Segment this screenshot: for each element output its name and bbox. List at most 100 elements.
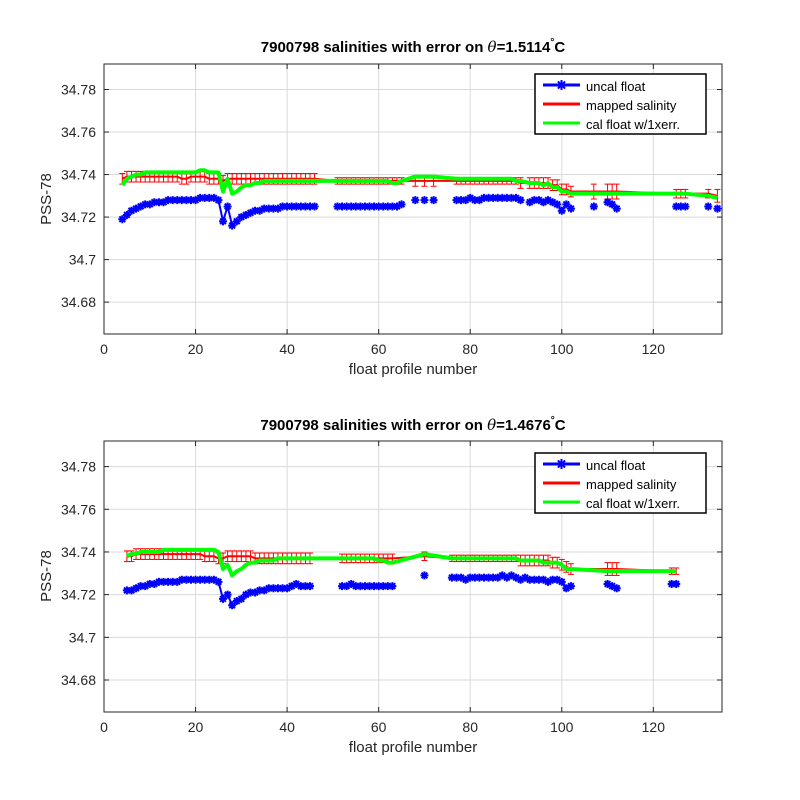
uncal-float-point-bottom-shape xyxy=(200,575,209,584)
uncal-float-point-bottom xyxy=(214,577,223,586)
uncal-float-point-bottom xyxy=(141,582,150,591)
uncal-float-point-bottom xyxy=(191,575,200,584)
uncal-float-point-top-shape xyxy=(452,196,461,205)
data-layer-bottom xyxy=(122,547,681,610)
uncal-float-point-bottom-shape xyxy=(145,579,154,588)
x-tick-label-bottom: 40 xyxy=(279,719,295,735)
chart-panel-top: 7900798 salinities with error on θ=1.511… xyxy=(38,37,723,378)
uncal-float-point-bottom-shape xyxy=(209,575,218,584)
uncal-float-point-bottom-shape xyxy=(603,579,612,588)
uncal-float-point-top-shape xyxy=(507,193,516,202)
uncal-float-point-top-shape xyxy=(196,193,205,202)
uncal-float-point-bottom-shape xyxy=(475,573,484,582)
uncal-float-point-bottom xyxy=(356,582,365,591)
uncal-float-point-bottom xyxy=(566,582,575,591)
uncal-float-point-top xyxy=(612,204,621,213)
data-layer-top xyxy=(118,168,722,230)
uncal-float-point-top-shape xyxy=(310,202,319,211)
uncal-float-point-top-shape xyxy=(534,196,543,205)
uncal-float-point-bottom xyxy=(493,573,502,582)
uncal-float-point-bottom xyxy=(145,579,154,588)
uncal-float-point-bottom xyxy=(461,575,470,584)
uncal-float-point-bottom-shape xyxy=(360,582,369,591)
mapped-errorbar-top xyxy=(714,188,721,203)
uncal-float-point-bottom xyxy=(159,577,168,586)
uncal-float-point-top-shape xyxy=(484,193,493,202)
uncal-float-point-bottom-shape xyxy=(177,575,186,584)
uncal-float-point-bottom xyxy=(200,575,209,584)
uncal-float-point-top xyxy=(356,202,365,211)
uncal-float-point-bottom-shape xyxy=(136,582,145,591)
uncal-float-point-top xyxy=(191,196,200,205)
uncal-float-point-top-shape xyxy=(392,202,401,211)
uncal-float-point-top-shape xyxy=(553,200,562,209)
uncal-float-point-bottom-shape xyxy=(667,579,676,588)
uncal-float-point-bottom-shape xyxy=(502,573,511,582)
uncal-float-point-bottom xyxy=(342,582,351,591)
uncal-float-point-top-shape xyxy=(145,200,154,209)
uncal-float-point-bottom xyxy=(512,573,520,582)
uncal-float-point-top xyxy=(713,204,722,213)
x-tick-label-top: 0 xyxy=(100,341,108,357)
cal-float-line-bottom xyxy=(126,547,677,578)
uncal-float-point-top-shape xyxy=(164,196,173,205)
uncal-float-point-top-shape xyxy=(333,202,342,211)
uncal-float-point-bottom-shape xyxy=(672,579,681,588)
uncal-float-point-top-shape xyxy=(264,204,273,213)
uncal-float-point-top xyxy=(264,204,273,213)
uncal-float-point-top xyxy=(278,202,287,211)
uncal-float-point-top-shape xyxy=(301,202,310,211)
uncal-float-point-top-shape xyxy=(118,215,127,224)
uncal-float-point-top-shape xyxy=(589,202,598,211)
uncal-float-point-bottom xyxy=(470,573,479,582)
uncal-float-point-bottom-shape xyxy=(246,588,255,597)
uncal-float-point-top xyxy=(232,217,241,226)
uncal-float-point-top-shape xyxy=(296,202,305,211)
uncal-float-point-top xyxy=(512,193,520,202)
uncal-float-point-bottom-shape xyxy=(521,573,530,582)
uncal-float-point-bottom xyxy=(292,579,301,588)
uncal-float-point-top xyxy=(553,200,562,209)
uncal-float-point-bottom-shape xyxy=(122,586,131,595)
uncal-float-point-bottom-shape xyxy=(370,582,379,591)
uncal-float-point-top xyxy=(470,196,479,205)
uncal-float-point-top xyxy=(525,198,534,207)
uncal-float-point-top-shape xyxy=(351,202,360,211)
legend-top: uncal float mapped salinity cal float w/… xyxy=(534,73,707,135)
uncal-float-point-top xyxy=(159,198,168,207)
uncal-float-point-bottom xyxy=(186,575,195,584)
x-tick-label-bottom: 20 xyxy=(188,719,204,735)
uncal-float-point-top-shape xyxy=(457,196,466,205)
uncal-float-point-top xyxy=(457,196,466,205)
uncal-float-point-bottom-shape xyxy=(241,590,250,599)
x-axis-label-bottom: float profile number xyxy=(349,739,477,756)
uncal-float-point-bottom-shape xyxy=(191,575,200,584)
uncal-float-point-bottom xyxy=(164,577,173,586)
uncal-float-point-top xyxy=(392,202,401,211)
uncal-float-point-top-shape xyxy=(159,198,168,207)
uncal-float-point-bottom xyxy=(228,601,237,610)
uncal-float-point-top xyxy=(223,202,232,211)
uncal-float-point-top xyxy=(228,221,237,230)
uncal-float-point-top xyxy=(461,196,470,205)
uncal-float-point-top-shape xyxy=(122,210,131,219)
uncal-float-point-top-shape xyxy=(246,208,255,217)
uncal-float-point-top xyxy=(557,206,566,215)
uncal-float-point-top xyxy=(296,202,305,211)
chart-title-bottom: 7900798 salinities with error on θ=1.467… xyxy=(260,415,565,434)
uncal-float-point-bottom xyxy=(534,575,543,584)
uncal-float-point-top-shape xyxy=(475,196,484,205)
uncal-float-point-bottom xyxy=(498,571,507,580)
uncal-float-point-bottom-shape xyxy=(562,584,571,593)
uncal-float-point-bottom xyxy=(379,582,388,591)
uncal-float-point-bottom-shape xyxy=(182,575,191,584)
uncal-float-point-top xyxy=(214,196,223,205)
uncal-float-point-top-shape xyxy=(388,202,397,211)
uncal-float-point-top-shape xyxy=(548,198,557,207)
uncal-float-point-top-shape xyxy=(214,196,223,205)
uncal-float-point-top xyxy=(383,202,392,211)
uncal-float-point-top-shape xyxy=(379,202,388,211)
uncal-float-point-bottom-shape xyxy=(544,577,553,586)
uncal-float-point-bottom xyxy=(374,582,383,591)
y-tick-label-bottom: 34.72 xyxy=(61,587,96,603)
